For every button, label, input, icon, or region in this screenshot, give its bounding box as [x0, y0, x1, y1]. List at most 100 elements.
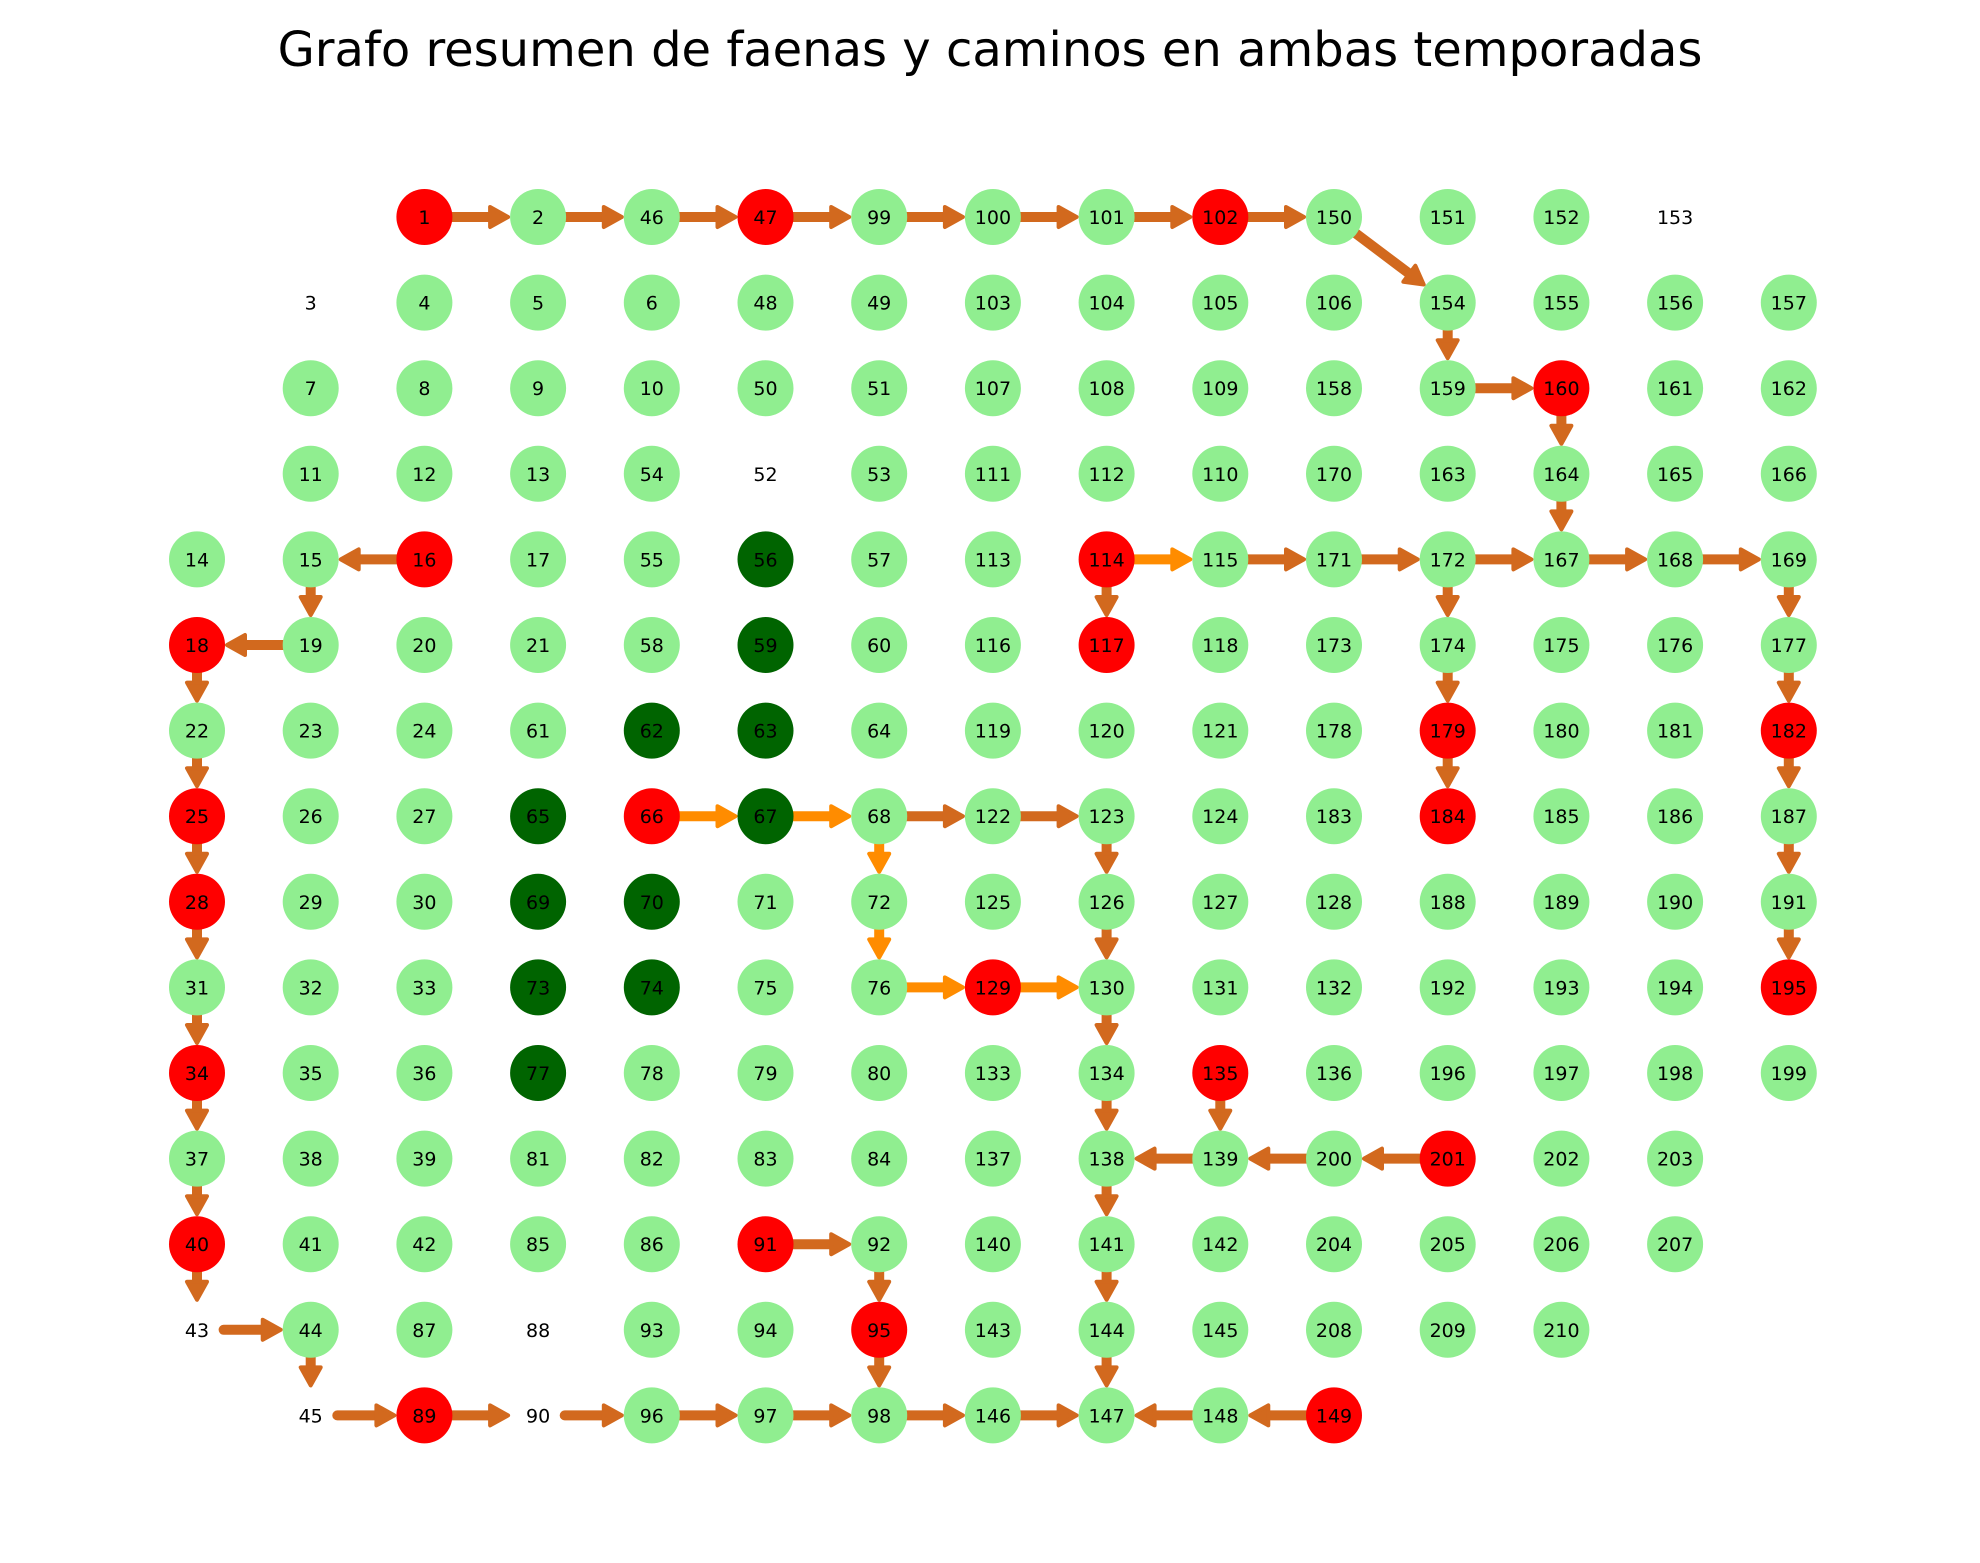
node-circle [623, 702, 680, 759]
node-87: 87 [396, 1301, 453, 1358]
node-circle [1533, 873, 1590, 930]
node-label: 60 [867, 635, 891, 657]
node-28: 28 [169, 873, 225, 930]
node-141: 141 [1078, 1216, 1135, 1273]
node-184: 184 [1419, 788, 1476, 845]
node-label: 82 [640, 1149, 664, 1171]
node-label: 119 [975, 721, 1011, 743]
node-circle [169, 531, 225, 588]
edge-arrowhead [1435, 595, 1460, 617]
node-circle [282, 873, 339, 930]
node-label: 127 [1202, 892, 1238, 914]
node-circle [1419, 360, 1476, 417]
node-label: 102 [1202, 207, 1238, 229]
node-20: 20 [396, 617, 453, 673]
node-171: 171 [1306, 531, 1362, 588]
node-circle [851, 274, 908, 331]
node-label: 16 [412, 549, 436, 571]
node-circle [1306, 531, 1362, 588]
node-label: 5 [532, 293, 544, 315]
node-label: 205 [1430, 1234, 1466, 1256]
node-circle [737, 531, 794, 588]
edge-arrowhead [1094, 1279, 1119, 1302]
edge-169-177 [1776, 581, 1801, 617]
node-label: 128 [1316, 892, 1352, 914]
edge-arrowhead [1094, 851, 1119, 874]
node-23: 23 [282, 702, 339, 759]
edge-arrowhead [867, 851, 892, 874]
node-circle [396, 1130, 453, 1187]
node-label: 20 [412, 635, 436, 657]
node-label: 52 [753, 464, 777, 486]
node-circle [1078, 788, 1135, 845]
edge-arrowhead [829, 205, 852, 229]
node-circle [1419, 1130, 1476, 1187]
node-122: 122 [964, 788, 1021, 845]
node-164: 164 [1533, 445, 1590, 502]
edge-123-126 [1094, 837, 1119, 874]
node-label: 184 [1430, 806, 1466, 828]
edge-arrowhead [185, 1023, 209, 1045]
node-71: 71 [737, 873, 794, 930]
edge-arrowhead [1094, 595, 1119, 617]
node-circle [1760, 531, 1817, 588]
node-circle [1306, 1130, 1362, 1187]
node-label: 3 [305, 293, 317, 315]
node-circle [1533, 617, 1590, 673]
node-39: 39 [396, 1130, 453, 1187]
node-circle [964, 360, 1021, 417]
node-27: 27 [396, 788, 453, 845]
node-label: 38 [299, 1149, 323, 1171]
edge-arrowhead [1549, 423, 1574, 446]
node-circle [169, 1045, 225, 1101]
node-circle [1533, 959, 1590, 1016]
node-label: 96 [640, 1405, 664, 1427]
node-circle [737, 360, 794, 417]
node-14: 14 [169, 531, 225, 588]
node-58: 58 [623, 617, 680, 673]
node-circle [1078, 873, 1135, 930]
edge-arrowhead [1208, 1108, 1233, 1131]
node-66: 66 [623, 788, 680, 845]
node-154: 154 [1419, 274, 1476, 331]
edge-arrowhead [1094, 937, 1119, 960]
node-label: 146 [975, 1405, 1011, 1427]
node-97: 97 [737, 1387, 794, 1444]
node-67: 67 [737, 788, 794, 845]
node-178: 178 [1306, 702, 1362, 759]
node-117: 117 [1078, 617, 1135, 673]
node-label: 6 [646, 293, 658, 315]
node-113: 113 [964, 531, 1021, 588]
node-label: 1 [418, 207, 430, 229]
node-193: 193 [1533, 959, 1590, 1016]
node-circle [851, 1387, 908, 1444]
node-label: 176 [1657, 635, 1693, 657]
node-75: 75 [737, 959, 794, 1016]
node-circle [396, 360, 453, 417]
edge-arrowhead [1625, 547, 1648, 572]
node-label: 136 [1316, 1063, 1352, 1085]
node-70: 70 [623, 873, 680, 930]
node-circle [623, 959, 680, 1016]
node-144: 144 [1078, 1301, 1135, 1358]
node-label: 36 [412, 1063, 436, 1085]
node-circle [1078, 617, 1135, 673]
node-161: 161 [1647, 360, 1704, 417]
node-circle [851, 360, 908, 417]
edge-15-19 [298, 581, 323, 617]
node-circle [1078, 360, 1135, 417]
edge-67-68 [787, 804, 852, 829]
node-circle [737, 189, 794, 245]
node-89: 89 [396, 1387, 453, 1444]
edge-139-138 [1134, 1146, 1199, 1171]
node-147: 147 [1078, 1387, 1135, 1444]
node-label: 66 [640, 806, 664, 828]
edge-arrowhead [185, 1279, 209, 1302]
node-label: 48 [753, 293, 777, 315]
node-190: 190 [1647, 873, 1704, 930]
edge-arrowhead [715, 804, 738, 829]
node-circle [510, 274, 567, 331]
edge-line [1350, 227, 1421, 284]
node-label: 45 [299, 1405, 323, 1427]
node-2: 2 [510, 189, 567, 245]
